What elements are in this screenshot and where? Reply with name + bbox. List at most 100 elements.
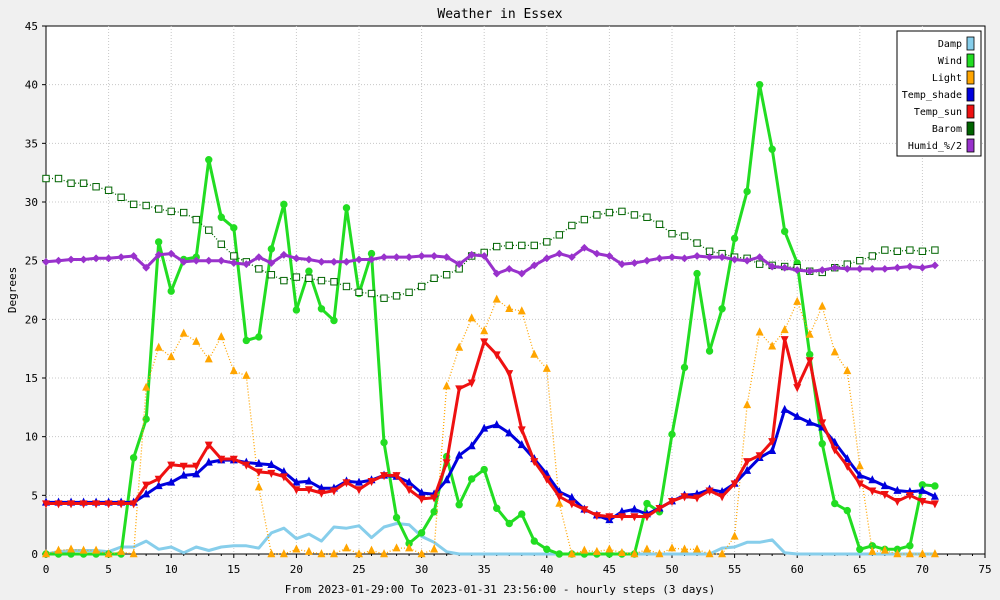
data-point	[830, 446, 839, 455]
data-point	[367, 545, 376, 554]
data-point	[768, 145, 776, 153]
data-point	[793, 266, 802, 274]
data-point	[329, 487, 338, 496]
data-point	[254, 458, 263, 467]
data-point	[104, 254, 113, 263]
x-tick-label: 70	[916, 563, 929, 576]
data-point	[806, 350, 814, 359]
data-point	[868, 487, 877, 496]
data-point	[543, 238, 551, 246]
data-point	[567, 500, 576, 509]
data-point	[831, 499, 839, 508]
data-point	[204, 354, 213, 363]
data-point	[67, 255, 75, 264]
legend-label: Wind	[938, 56, 962, 67]
data-point	[518, 510, 526, 518]
data-point	[417, 282, 426, 291]
data-point	[279, 250, 288, 259]
data-point	[793, 411, 802, 420]
data-point	[154, 238, 163, 246]
data-point	[430, 274, 438, 282]
data-point	[905, 262, 914, 271]
data-point	[643, 256, 651, 265]
data-point	[292, 273, 301, 281]
data-point	[855, 470, 864, 479]
data-point	[317, 257, 326, 266]
data-point	[718, 253, 726, 262]
x-tick-label: 5	[105, 563, 112, 576]
data-point	[455, 501, 463, 509]
data-point	[154, 250, 163, 259]
data-point	[755, 327, 764, 336]
data-point	[292, 486, 301, 495]
data-point	[342, 479, 351, 488]
data-point	[868, 546, 877, 555]
data-point	[592, 546, 601, 555]
data-point	[755, 80, 764, 89]
data-point	[242, 260, 251, 269]
data-point	[893, 498, 902, 507]
data-point	[267, 460, 276, 469]
x-tick-label: 35	[478, 563, 491, 576]
data-point	[405, 543, 414, 552]
data-point	[167, 477, 176, 486]
data-point	[930, 491, 939, 500]
data-point	[255, 265, 263, 273]
data-point	[279, 549, 288, 558]
data-point	[67, 544, 76, 553]
data-point	[780, 227, 789, 236]
data-point	[705, 347, 714, 355]
data-point	[930, 500, 939, 509]
data-point	[680, 363, 689, 372]
y-tick-label: 35	[25, 137, 38, 150]
data-point	[142, 263, 151, 272]
data-point	[455, 342, 464, 351]
x-tick-label: 15	[227, 563, 240, 576]
data-point	[592, 249, 601, 258]
data-point	[893, 263, 902, 272]
x-tick-label: 25	[352, 563, 365, 576]
data-point	[417, 495, 426, 504]
data-point	[530, 537, 538, 545]
data-point	[392, 253, 401, 262]
data-point	[129, 500, 138, 509]
data-point	[304, 546, 313, 555]
data-point	[505, 519, 513, 528]
data-point	[354, 486, 364, 495]
data-point	[455, 450, 464, 459]
data-point	[530, 458, 539, 467]
data-point	[280, 200, 288, 209]
data-point	[242, 370, 251, 379]
data-point	[743, 465, 752, 474]
data-point	[405, 253, 413, 262]
data-point	[167, 207, 175, 216]
data-point	[918, 549, 927, 558]
data-point	[480, 465, 488, 474]
data-point	[92, 183, 100, 191]
data-point	[880, 490, 889, 499]
data-point	[918, 485, 927, 494]
data-point	[843, 454, 852, 463]
data-point	[492, 351, 501, 360]
data-point	[67, 179, 75, 187]
data-point	[918, 263, 927, 272]
data-point	[906, 246, 914, 254]
data-point	[818, 419, 827, 428]
legend-label: Temp_shade	[902, 90, 962, 101]
data-point	[830, 347, 839, 356]
data-point	[868, 252, 877, 260]
data-point	[856, 256, 864, 265]
data-point	[230, 224, 238, 232]
data-point	[605, 252, 614, 260]
data-point	[380, 549, 389, 558]
x-tick-label: 30	[415, 563, 428, 576]
data-point	[668, 253, 676, 262]
legend-swatch	[966, 87, 975, 102]
data-point	[267, 259, 276, 267]
data-point	[493, 504, 501, 512]
data-point	[517, 269, 526, 278]
data-point	[430, 508, 438, 516]
data-point	[730, 255, 739, 264]
data-point	[355, 255, 363, 264]
data-point	[305, 255, 313, 264]
